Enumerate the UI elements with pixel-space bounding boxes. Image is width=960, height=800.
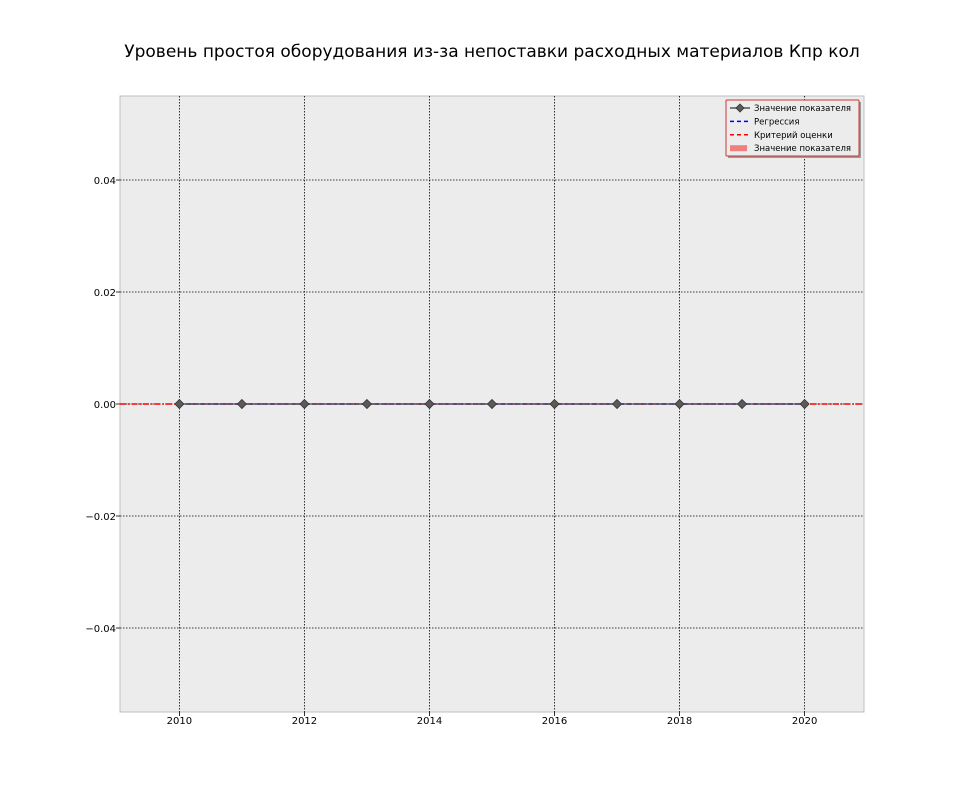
x-tick-label: 2020	[792, 716, 817, 727]
data-point	[799, 398, 810, 410]
y-tick-label: −0.02	[85, 512, 116, 523]
data-point	[174, 398, 185, 410]
data-point	[549, 398, 560, 410]
y-tick-label: 0.00	[94, 400, 116, 411]
y-tick-label: 0.02	[94, 288, 116, 299]
x-tick-label: 2010	[167, 716, 192, 727]
data-point	[611, 398, 623, 410]
data-point	[299, 398, 310, 410]
x-tick-label: 2012	[292, 716, 317, 727]
x-tick-label: 2018	[667, 716, 692, 727]
data-point	[737, 398, 748, 410]
legend-box	[725, 99, 860, 157]
legend-label: Критерий оценки	[754, 131, 833, 141]
legend-label: Значение показателя	[754, 104, 851, 114]
x-tick-label: 2014	[417, 716, 442, 727]
legend: Значение показателя Регрессия Критерий оце…	[725, 99, 861, 158]
legend-marker-swatch	[735, 103, 745, 113]
legend-label: Регрессия	[754, 117, 799, 127]
chart-title: Уровень простоя оборудования из-за непос…	[124, 42, 860, 62]
y-tick-label: −0.04	[85, 624, 116, 635]
y-tick-label: 0.04	[94, 176, 116, 187]
data-point	[361, 398, 373, 410]
legend-label: Значение показателя	[754, 144, 851, 154]
data-point	[236, 398, 247, 410]
legend-patch-swatch	[730, 145, 747, 152]
data-point	[486, 398, 498, 410]
series-layer	[120, 398, 864, 410]
y-axis: −0.04 −0.02 0.00 0.02 0.04	[85, 176, 120, 635]
x-tick-label: 2016	[542, 716, 567, 727]
data-point	[674, 398, 685, 410]
data-point	[424, 398, 435, 410]
x-axis: 2010 2012 2014 2016 2018 2020	[167, 712, 817, 727]
